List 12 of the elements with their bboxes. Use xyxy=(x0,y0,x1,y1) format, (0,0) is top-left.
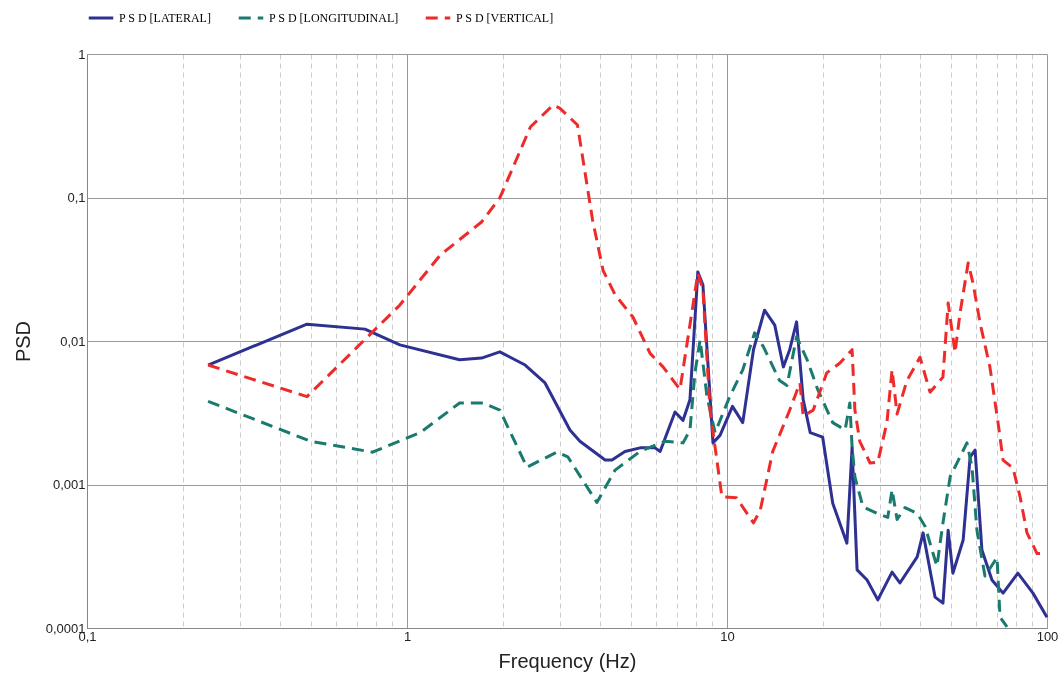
x-tick-label: 1 xyxy=(403,628,412,644)
y-tick-label: 0,01 xyxy=(60,333,86,349)
y-tick-label: 0,1 xyxy=(67,190,86,205)
x-axis-title: Frequency (Hz) xyxy=(498,649,637,672)
y-axis-title: PSD xyxy=(11,320,34,363)
legend-label: P S D [LATERAL] xyxy=(119,11,211,25)
y-tick-label: 0,001 xyxy=(52,477,86,492)
x-tick-label: 100 xyxy=(1036,628,1059,644)
legend-label: P S D [LONGITUDINAL] xyxy=(269,11,399,25)
legend-label: P S D [VERTICAL] xyxy=(456,11,554,25)
x-tick-label: 10 xyxy=(720,628,735,644)
y-tick-label: 1 xyxy=(78,46,86,62)
